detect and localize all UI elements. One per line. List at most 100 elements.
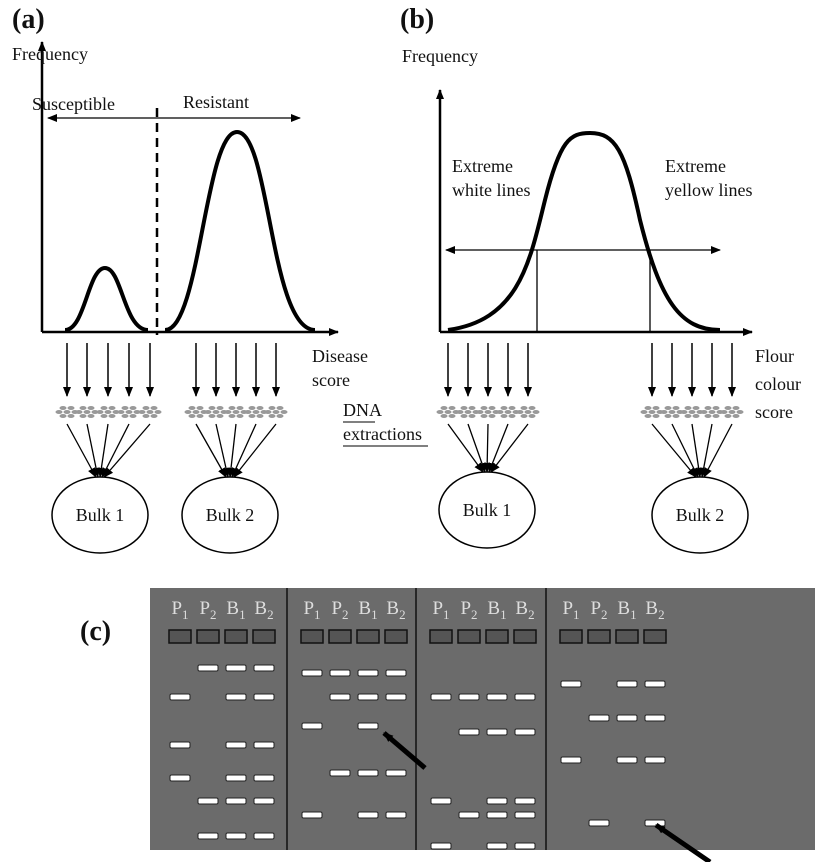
dna	[704, 414, 712, 418]
band	[458, 693, 480, 701]
band	[253, 693, 275, 701]
dna	[121, 406, 129, 410]
dna	[67, 414, 75, 418]
band	[430, 693, 452, 701]
band	[169, 741, 191, 749]
dna	[724, 406, 732, 410]
arrow	[691, 423, 703, 478]
dna	[440, 414, 448, 418]
band	[385, 811, 407, 819]
dna	[436, 410, 444, 414]
dna	[108, 414, 116, 418]
dna	[264, 410, 272, 414]
dna	[532, 410, 540, 414]
dna	[456, 410, 464, 414]
band	[644, 819, 666, 827]
dna	[448, 406, 456, 410]
dna	[252, 410, 260, 414]
dna	[276, 414, 284, 418]
dna	[640, 410, 648, 414]
arrow	[195, 423, 227, 478]
dna	[268, 406, 276, 410]
band	[458, 728, 480, 736]
band	[357, 722, 379, 730]
lane-label: P2	[460, 598, 477, 622]
band	[197, 832, 219, 840]
dna	[100, 414, 108, 418]
dna	[520, 406, 528, 410]
band	[301, 722, 323, 730]
band	[357, 669, 379, 677]
band	[329, 693, 351, 701]
dna	[516, 410, 524, 414]
well	[643, 629, 667, 644]
gel-bands: P1 P2 B1 B2 P1 P2 B1 B2 P1 P2 B1 B2 P1 P2 B1 B2	[168, 588, 667, 850]
dna	[460, 414, 468, 418]
dna	[79, 406, 87, 410]
band	[225, 832, 247, 840]
dna	[188, 414, 196, 418]
band	[458, 811, 480, 819]
dna	[196, 406, 204, 410]
arrow	[66, 423, 97, 478]
well	[168, 629, 192, 644]
dna	[468, 414, 476, 418]
band	[329, 769, 351, 777]
dna	[204, 410, 212, 414]
dna	[117, 410, 125, 414]
band	[486, 693, 508, 701]
dna	[188, 406, 196, 410]
dna	[724, 414, 732, 418]
dna	[146, 410, 154, 414]
band	[616, 680, 638, 688]
dna	[83, 410, 91, 414]
dna	[732, 406, 740, 410]
dna	[142, 414, 150, 418]
dna	[480, 414, 488, 418]
dna	[236, 414, 244, 418]
dna	[125, 410, 133, 414]
lane-label: P2	[590, 598, 607, 622]
lane-label: P2	[331, 598, 348, 622]
gel	[150, 588, 815, 850]
arrow	[97, 423, 109, 478]
band	[301, 669, 323, 677]
dna	[67, 406, 75, 410]
well	[300, 629, 324, 644]
dna	[55, 410, 63, 414]
well	[429, 629, 453, 644]
band	[385, 669, 407, 677]
well	[384, 629, 408, 644]
arrow	[86, 423, 101, 478]
bulk	[651, 476, 749, 554]
band	[329, 669, 351, 677]
dna	[59, 406, 67, 410]
dna	[91, 410, 99, 414]
band	[169, 693, 191, 701]
band	[486, 842, 508, 850]
band	[588, 714, 610, 722]
dna	[192, 410, 200, 414]
dna	[108, 406, 116, 410]
lane-label: B2	[254, 598, 273, 622]
dna	[488, 406, 496, 410]
dna	[87, 406, 95, 410]
lane-label: B2	[515, 598, 534, 622]
dna	[232, 410, 240, 414]
dna	[268, 414, 276, 418]
dna	[154, 410, 162, 414]
label: Disease	[312, 346, 368, 366]
dna	[150, 414, 158, 418]
well	[615, 629, 639, 644]
dna	[648, 410, 656, 414]
dna	[692, 406, 700, 410]
label: Extreme	[665, 156, 726, 176]
dna	[121, 414, 129, 418]
arrow	[490, 423, 529, 473]
dna	[672, 414, 680, 418]
dna	[129, 406, 137, 410]
well	[356, 629, 380, 644]
band	[430, 797, 452, 805]
dna	[476, 410, 484, 414]
